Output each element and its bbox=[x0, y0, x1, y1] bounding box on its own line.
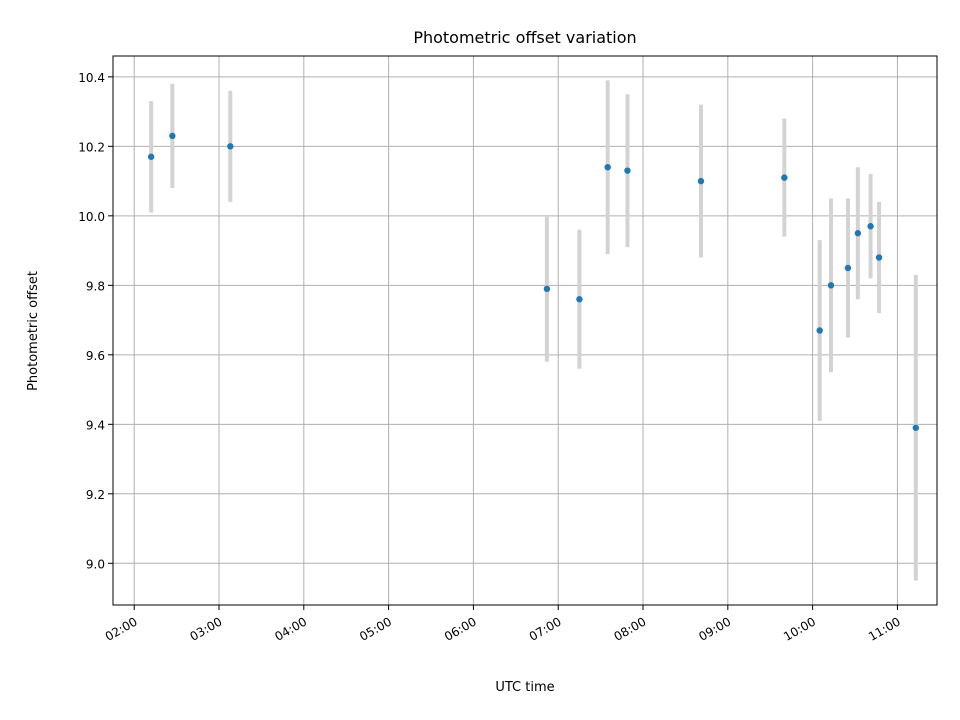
plot-frame bbox=[112, 55, 938, 606]
grid-layer bbox=[113, 56, 937, 605]
point-layer bbox=[147, 132, 919, 431]
chart-title: Photometric offset variation bbox=[413, 28, 636, 47]
y-tick-label: 10.4 bbox=[78, 71, 105, 85]
data-point bbox=[827, 282, 835, 289]
y-tick-label: 9.8 bbox=[86, 279, 105, 293]
y-tick-label: 9.0 bbox=[86, 557, 105, 571]
data-point bbox=[604, 163, 611, 171]
data-point bbox=[543, 285, 551, 293]
y-tick-label: 10.0 bbox=[78, 210, 105, 224]
data-point bbox=[867, 223, 874, 230]
data-point bbox=[147, 153, 155, 160]
y-tick-label: 9.2 bbox=[86, 488, 105, 502]
y-axis-ticks: 9.0 9.2 9.4 9.6 9.8 10.0 10.2 10.4 bbox=[78, 71, 113, 571]
y-tick-label: 9.6 bbox=[86, 349, 105, 363]
data-point bbox=[624, 167, 631, 174]
data-point bbox=[912, 424, 919, 431]
data-point bbox=[227, 143, 234, 150]
data-point bbox=[844, 264, 852, 272]
data-point bbox=[781, 174, 788, 181]
data-point bbox=[697, 177, 705, 185]
data-point bbox=[854, 230, 862, 237]
data-point bbox=[169, 132, 176, 140]
y-axis-label: Photometric offset bbox=[26, 271, 41, 391]
y-tick-label: 9.4 bbox=[86, 418, 105, 432]
x-axis-label: UTC time bbox=[495, 680, 554, 695]
data-point bbox=[875, 254, 883, 261]
y-tick-label: 10.2 bbox=[78, 140, 105, 154]
data-point bbox=[816, 327, 823, 334]
data-point bbox=[576, 296, 583, 303]
